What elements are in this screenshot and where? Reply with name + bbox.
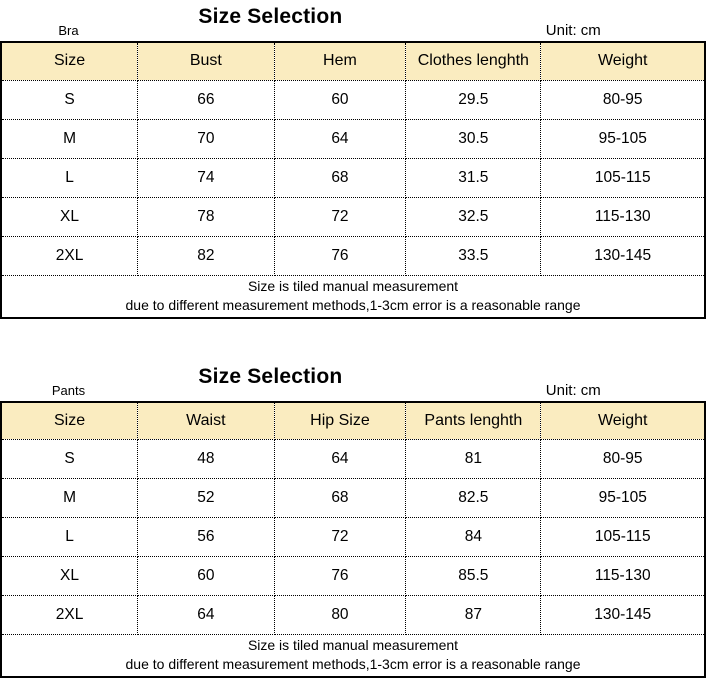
data-cell: 33.5 bbox=[405, 235, 542, 276]
data-cell: 68 bbox=[273, 478, 407, 518]
category-label: Bra bbox=[58, 23, 79, 38]
note-line: due to different measurement methods,1-3… bbox=[125, 296, 581, 313]
data-cell: 48 bbox=[137, 439, 275, 479]
data-cell: 115-130 bbox=[540, 196, 706, 237]
bra-size-table: Size Bust Hem Clothes lenghth Weight S 66 60 29… bbox=[0, 41, 706, 319]
column-header: Weight bbox=[540, 41, 706, 81]
data-cell: 60 bbox=[137, 556, 275, 596]
data-cell: 76 bbox=[273, 235, 407, 276]
data-cell: 74 bbox=[137, 157, 275, 198]
data-cell: 105-115 bbox=[540, 517, 706, 557]
data-cell: 115-130 bbox=[540, 556, 706, 596]
data-cell: 80-95 bbox=[540, 439, 706, 479]
column-header: Clothes lenghth bbox=[405, 41, 542, 81]
size-cell: M bbox=[0, 478, 139, 518]
notes-row: Size is tiled manual measurement due to d… bbox=[0, 634, 706, 678]
data-cell: 68 bbox=[273, 157, 407, 198]
data-cell: 85.5 bbox=[405, 556, 542, 596]
data-cell: 76 bbox=[273, 556, 407, 596]
data-cell: 130-145 bbox=[540, 595, 706, 635]
data-cell: 72 bbox=[273, 517, 407, 557]
chart-title: Size Selection bbox=[198, 5, 343, 28]
size-chart-pants: Size Selection Pants Unit: cm Size Waist H… bbox=[0, 360, 706, 678]
table-row: M 70 64 30.5 95-105 bbox=[0, 118, 706, 159]
data-cell: 64 bbox=[273, 439, 407, 479]
data-cell: 84 bbox=[405, 517, 542, 557]
size-cell: 2XL bbox=[0, 235, 139, 276]
header-row: Size Bust Hem Clothes lenghth Weight bbox=[0, 41, 706, 81]
column-header: Size bbox=[0, 41, 139, 81]
data-cell: 52 bbox=[137, 478, 275, 518]
size-cell: 2XL bbox=[0, 595, 139, 635]
table-row: S 48 64 81 80-95 bbox=[0, 439, 706, 479]
column-header: Waist bbox=[137, 401, 275, 440]
data-cell: 105-115 bbox=[540, 157, 706, 198]
data-cell: 95-105 bbox=[540, 118, 706, 159]
data-cell: 81 bbox=[405, 439, 542, 479]
data-cell: 78 bbox=[137, 196, 275, 237]
data-cell: 70 bbox=[137, 118, 275, 159]
size-cell: M bbox=[0, 118, 139, 159]
category-label: Pants bbox=[51, 382, 86, 398]
notes-cell: Size is tiled manual measurement due to d… bbox=[0, 274, 706, 318]
data-cell: 60 bbox=[273, 79, 407, 120]
size-cell: XL bbox=[0, 196, 139, 237]
column-header: Hem bbox=[273, 41, 407, 81]
table-row: 2XL 82 76 33.5 130-145 bbox=[0, 235, 706, 276]
column-header: Size bbox=[0, 401, 139, 440]
table-row: 2XL 64 80 87 130-145 bbox=[0, 595, 706, 635]
note-line: Size is tiled manual measurement bbox=[247, 277, 459, 294]
data-cell: 29.5 bbox=[405, 79, 542, 120]
data-cell: 82 bbox=[137, 235, 275, 276]
data-cell: 64 bbox=[137, 595, 275, 635]
header-row: Size Waist Hip Size Pants lenghth Weight bbox=[0, 401, 706, 440]
table-row: S 66 60 29.5 80-95 bbox=[0, 79, 706, 120]
data-cell: 87 bbox=[405, 595, 542, 635]
data-cell: 80 bbox=[273, 595, 407, 635]
column-header: Hip Size bbox=[273, 401, 407, 440]
size-cell: S bbox=[0, 79, 139, 120]
size-cell: L bbox=[0, 517, 139, 557]
data-cell: 130-145 bbox=[540, 235, 706, 276]
table-row: L 56 72 84 105-115 bbox=[0, 517, 706, 557]
unit-label: Unit: cm bbox=[545, 381, 601, 399]
table-row: XL 78 72 32.5 115-130 bbox=[0, 196, 706, 237]
notes-row: Size is tiled manual measurement due to d… bbox=[0, 274, 706, 318]
data-cell: 80-95 bbox=[540, 79, 706, 120]
data-cell: 72 bbox=[273, 196, 407, 237]
data-cell: 56 bbox=[137, 517, 275, 557]
size-cell: S bbox=[0, 439, 139, 479]
size-chart-bra: Size Selection Bra Unit: cm Size Bust Hem C… bbox=[0, 0, 706, 319]
data-cell: 82.5 bbox=[405, 478, 542, 518]
table-row: M 52 68 82.5 95-105 bbox=[0, 478, 706, 518]
chart-title: Size Selection bbox=[198, 364, 343, 388]
table-row: XL 60 76 85.5 115-130 bbox=[0, 556, 706, 596]
note-line: Size is tiled manual measurement bbox=[247, 637, 459, 653]
data-cell: 31.5 bbox=[405, 157, 542, 198]
data-cell: 32.5 bbox=[405, 196, 542, 237]
data-cell: 66 bbox=[137, 79, 275, 120]
table-row: L 74 68 31.5 105-115 bbox=[0, 157, 706, 198]
column-header: Weight bbox=[540, 401, 706, 440]
column-header: Pants lenghth bbox=[405, 401, 542, 440]
data-cell: 64 bbox=[273, 118, 407, 159]
pants-size-table: Size Waist Hip Size Pants lenghth Weight S 48… bbox=[0, 400, 706, 678]
data-cell: 95-105 bbox=[540, 478, 706, 518]
notes-cell: Size is tiled manual measurement due to d… bbox=[0, 634, 706, 678]
chart-header: Size Selection Pants Unit: cm bbox=[0, 360, 706, 401]
size-cell: XL bbox=[0, 556, 139, 596]
note-line: due to different measurement methods,1-3… bbox=[125, 656, 581, 672]
unit-label: Unit: cm bbox=[545, 22, 601, 39]
chart-header: Size Selection Bra Unit: cm bbox=[0, 0, 706, 41]
size-cell: L bbox=[0, 157, 139, 198]
data-cell: 30.5 bbox=[405, 118, 542, 159]
column-header: Bust bbox=[137, 41, 275, 81]
